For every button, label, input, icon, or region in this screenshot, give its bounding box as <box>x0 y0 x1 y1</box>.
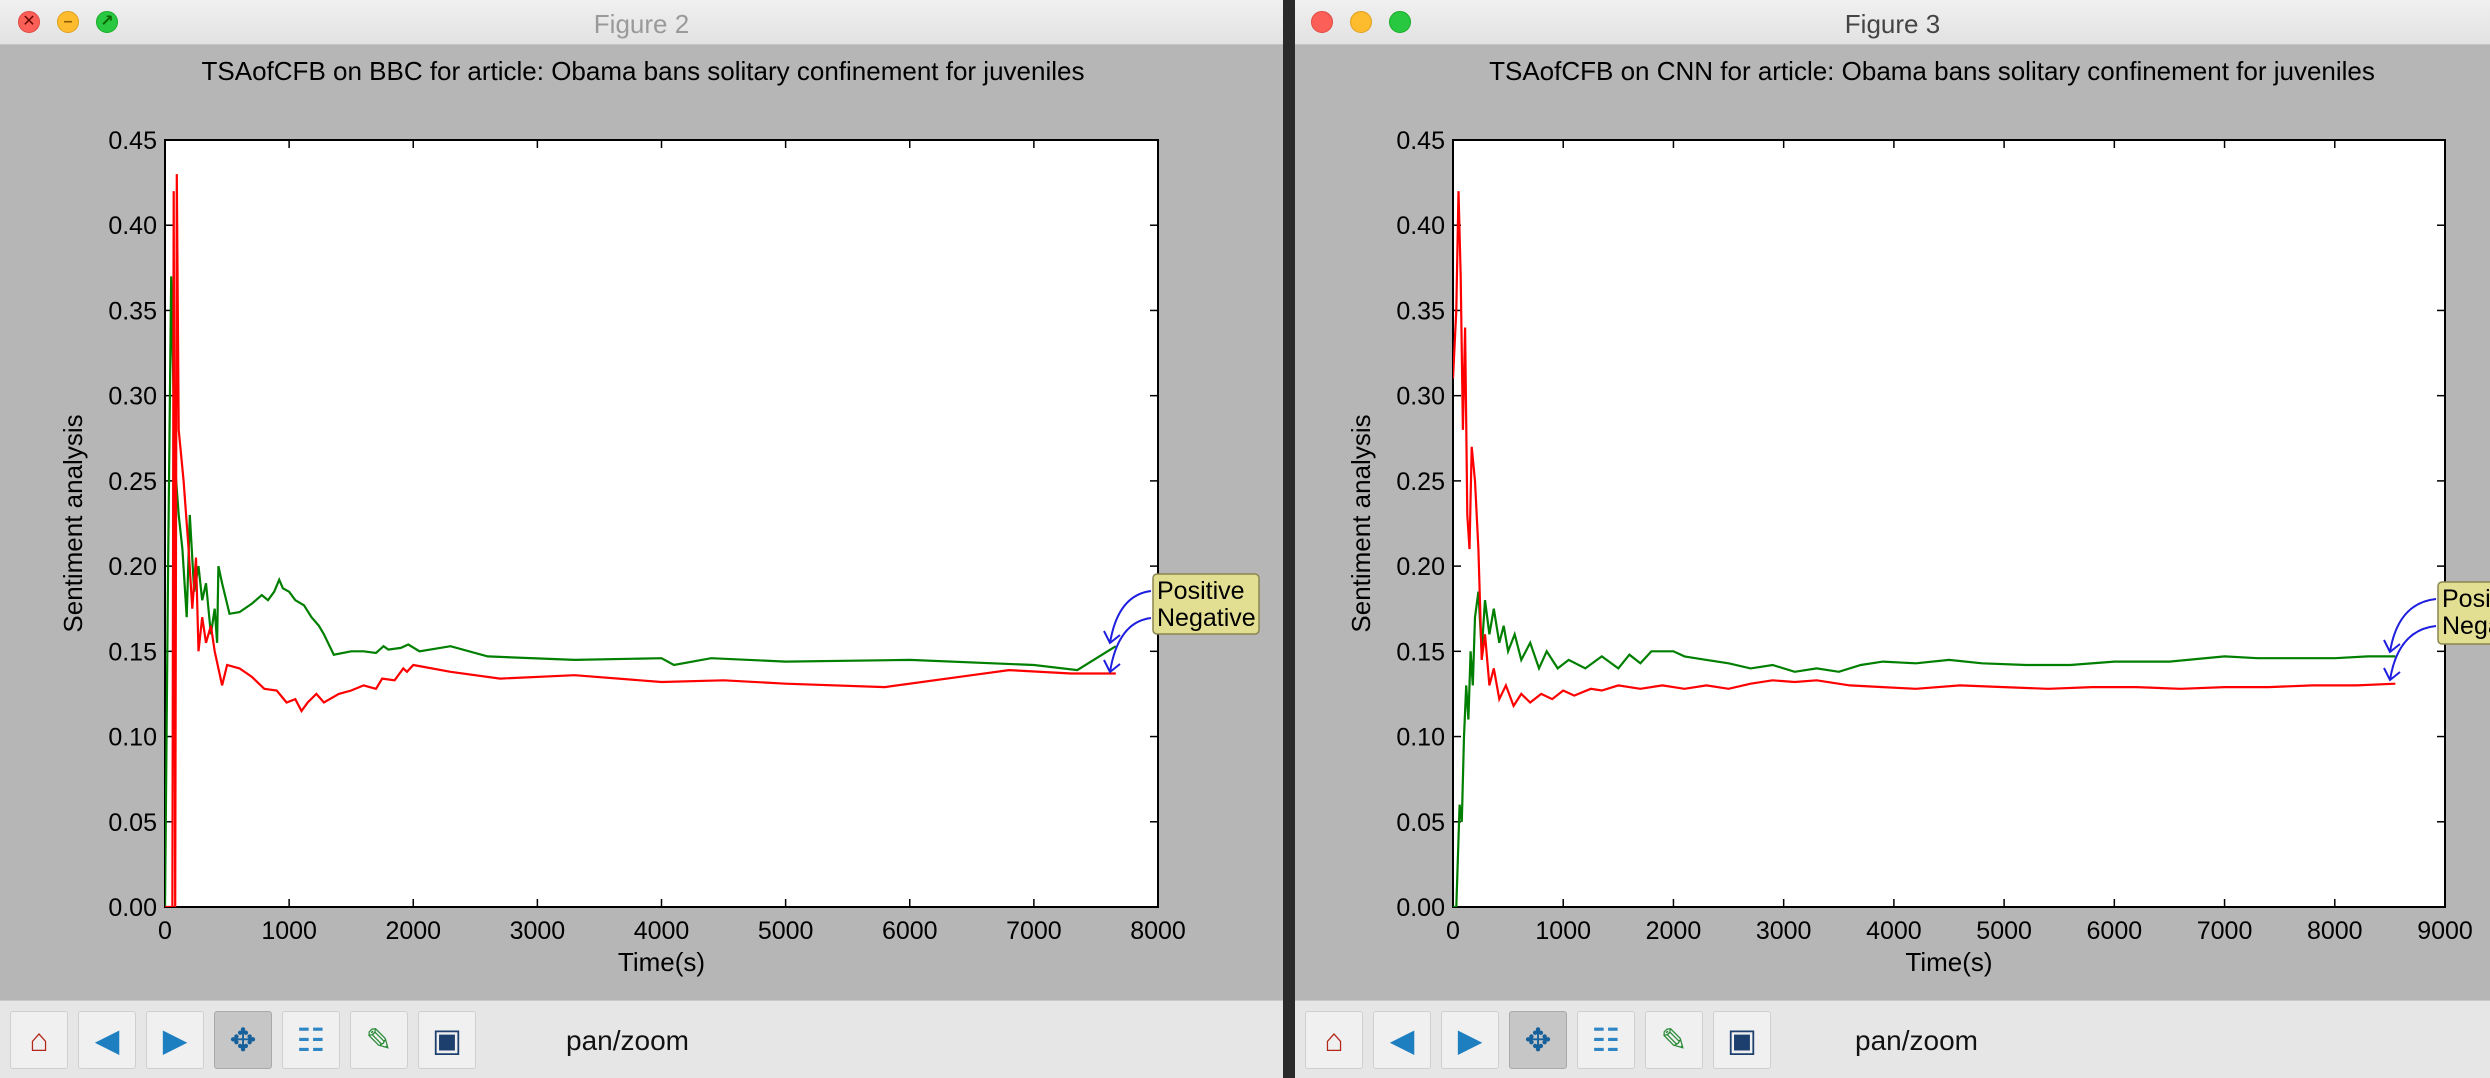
y-tick-label: 0.00 <box>1396 894 1445 922</box>
y-axis-label: Sentiment analysis <box>58 414 88 632</box>
close-icon[interactable]: ✕ <box>18 11 40 33</box>
x-tick-label: 6000 <box>2087 917 2143 945</box>
series-line-negative <box>1453 191 2396 709</box>
figure-canvas[interactable]: TSAofCFB on BBC for article: Obama bans … <box>0 44 1283 1000</box>
back-arrow-icon[interactable]: ◀ <box>1373 1011 1431 1069</box>
y-tick-label: 0.10 <box>1396 724 1445 752</box>
fullscreen-icon[interactable]: ↗ <box>96 11 118 33</box>
x-tick-label: 2000 <box>1646 917 1702 945</box>
annotation-arrowhead <box>2383 639 2401 654</box>
annotation-arrow <box>2389 598 2437 653</box>
series-line-positive <box>1453 591 2396 907</box>
forward-arrow-icon[interactable]: ▶ <box>1441 1011 1499 1069</box>
x-tick-label: 5000 <box>758 917 814 945</box>
window-titlebar[interactable]: Figure 3 <box>1295 0 2490 45</box>
forward-arrow-icon[interactable]: ▶ <box>146 1011 204 1069</box>
y-tick-label: 0.15 <box>108 638 157 666</box>
figure-2-window: ✕ – ↗ Figure 2 TSAofCFB on BBC for artic… <box>0 0 1283 1078</box>
x-tick-label: 3000 <box>510 917 566 945</box>
y-tick-label: 0.20 <box>1396 553 1445 581</box>
y-tick-label: 0.25 <box>1396 468 1445 496</box>
home-icon[interactable]: ⌂ <box>10 1011 68 1069</box>
y-axis-label: Sentiment analysis <box>1346 414 1376 632</box>
series-line-negative <box>165 174 1116 907</box>
annotation-arrowhead <box>2383 667 2401 682</box>
x-tick-label: 1000 <box>1535 917 1591 945</box>
annotation-label: Posit <box>2442 585 2490 613</box>
y-tick-label: 0.35 <box>108 297 157 325</box>
fullscreen-icon[interactable] <box>1389 11 1411 33</box>
x-tick-label: 0 <box>158 917 172 945</box>
y-tick-label: 0.40 <box>108 212 157 240</box>
annotation-arrow <box>2389 625 2437 681</box>
mode-label: pan/zoom <box>566 1025 689 1056</box>
y-tick-label: 0.35 <box>1396 297 1445 325</box>
annotation-arrowhead <box>1103 630 1121 645</box>
plot-area <box>164 139 1159 908</box>
annotation-arrow <box>1109 617 1152 673</box>
window-title: Figure 3 <box>1844 9 1941 39</box>
close-icon[interactable] <box>1311 11 1333 33</box>
x-tick-label: 4000 <box>634 917 690 945</box>
pan-icon[interactable]: ✥ <box>214 1011 272 1069</box>
chart-title: TSAofCFB on BBC for article: Obama bans … <box>202 56 1085 86</box>
chart: TSAofCFB on BBC for article: Obama bans … <box>58 56 1260 977</box>
annotation-box <box>2437 581 2490 645</box>
edit-axis-icon[interactable]: ✎ <box>350 1011 408 1069</box>
annotation-arrowhead <box>1103 659 1121 674</box>
edit-axis-icon[interactable]: ✎ <box>1645 1011 1703 1069</box>
x-axis-label: Time(s) <box>1905 947 1992 977</box>
save-icon[interactable]: ▣ <box>418 1011 476 1069</box>
annotation-arrow <box>1109 590 1152 644</box>
window-title: Figure 2 <box>593 9 690 39</box>
home-icon[interactable]: ⌂ <box>1305 1011 1363 1069</box>
annotation-label: Nega <box>2442 612 2490 640</box>
plot-area <box>1452 139 2446 908</box>
x-tick-label: 7000 <box>1006 917 1062 945</box>
y-tick-label: 0.30 <box>1396 383 1445 411</box>
navigation-toolbar: ⌂ ◀ ▶ ✥ ☷ ✎ ▣ pan/zoom <box>1295 1000 2490 1078</box>
x-tick-label: 0 <box>1446 917 1460 945</box>
configure-subplots-icon[interactable]: ☷ <box>282 1011 340 1069</box>
annotation-label: Negative <box>1157 604 1256 632</box>
minimize-icon[interactable] <box>1350 11 1372 33</box>
figure-canvas[interactable]: TSAofCFB on CNN for article: Obama bans … <box>1295 44 2490 1000</box>
x-tick-label: 9000 <box>2417 917 2473 945</box>
y-tick-label: 0.00 <box>108 894 157 922</box>
y-tick-label: 0.45 <box>108 127 157 155</box>
y-tick-label: 0.05 <box>108 809 157 837</box>
x-tick-label: 5000 <box>1976 917 2032 945</box>
x-tick-label: 2000 <box>385 917 441 945</box>
y-tick-label: 0.15 <box>1396 638 1445 666</box>
x-tick-label: 8000 <box>1130 917 1186 945</box>
x-axis-label: Time(s) <box>618 947 705 977</box>
save-icon[interactable]: ▣ <box>1713 1011 1771 1069</box>
navigation-toolbar: ⌂ ◀ ▶ ✥ ☷ ✎ ▣ pan/zoom <box>0 1000 1283 1078</box>
y-tick-label: 0.20 <box>108 553 157 581</box>
y-tick-label: 0.10 <box>108 724 157 752</box>
y-tick-label: 0.40 <box>1396 212 1445 240</box>
back-arrow-icon[interactable]: ◀ <box>78 1011 136 1069</box>
x-tick-label: 1000 <box>261 917 317 945</box>
minimize-icon[interactable]: – <box>57 11 79 33</box>
y-tick-label: 0.45 <box>1396 127 1445 155</box>
chart-title: TSAofCFB on CNN for article: Obama bans … <box>1489 56 2375 86</box>
annotation-box <box>1152 573 1260 635</box>
x-tick-label: 8000 <box>2307 917 2363 945</box>
x-tick-label: 3000 <box>1756 917 1812 945</box>
figure-3-window: Figure 3 TSAofCFB on CNN for article: Ob… <box>1295 0 2490 1078</box>
pan-icon[interactable]: ✥ <box>1509 1011 1567 1069</box>
mode-label: pan/zoom <box>1855 1025 1978 1056</box>
y-tick-label: 0.25 <box>108 468 157 496</box>
y-tick-label: 0.30 <box>108 383 157 411</box>
chart: TSAofCFB on CNN for article: Obama bans … <box>1346 56 2490 977</box>
window-titlebar[interactable]: ✕ – ↗ Figure 2 <box>0 0 1283 45</box>
annotation-label: Positive <box>1157 577 1245 605</box>
x-tick-label: 6000 <box>882 917 938 945</box>
configure-subplots-icon[interactable]: ☷ <box>1577 1011 1635 1069</box>
x-tick-label: 4000 <box>1866 917 1922 945</box>
y-tick-label: 0.05 <box>1396 809 1445 837</box>
x-tick-label: 7000 <box>2197 917 2253 945</box>
